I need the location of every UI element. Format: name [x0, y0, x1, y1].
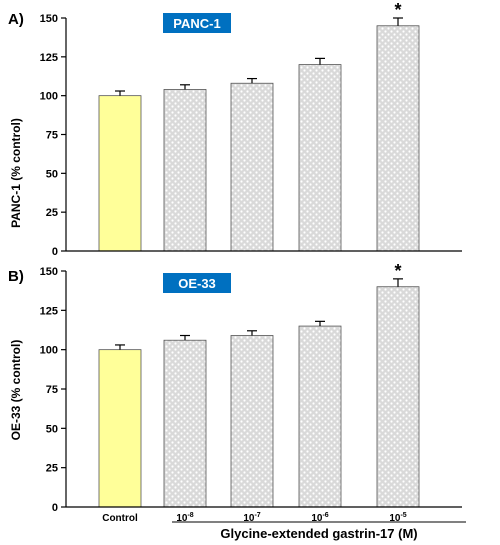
cell-line-badge: OE-33: [163, 273, 231, 293]
x-axis-label: Glycine-extended gastrin-17 (M): [220, 526, 417, 541]
panel-b: B) OE-33 OE-33 (% control) 0 25 50 75 100 125…: [8, 261, 466, 541]
y-tick-label: 125: [40, 305, 58, 317]
y-tick-label: 0: [52, 246, 58, 258]
cell-line-badge-bg: [163, 273, 231, 293]
y-tick-label: 125: [40, 52, 58, 64]
y-tick-label: 150: [40, 266, 58, 278]
panel-letter: B): [8, 268, 24, 285]
y-tick-label: 75: [46, 384, 58, 396]
y-tick-label: 75: [46, 130, 58, 142]
x-tick-label: Control: [102, 513, 138, 524]
panel-a: A) PANC-1 PANC-1 (% control) 0 25 50 75 100 1…: [8, 0, 462, 258]
bar-dose-1: [163, 339, 207, 508]
y-tick-label: 0: [52, 502, 58, 514]
bar-dose-4: [376, 25, 420, 252]
bar-dose-3: [298, 325, 342, 508]
bar-dose-2: [230, 335, 274, 508]
bar-dose-2: [230, 82, 274, 252]
cell-line-badge: PANC-1: [163, 13, 231, 33]
y-tick-label: 25: [46, 207, 58, 219]
y-axis-label: PANC-1 (% control): [9, 118, 23, 228]
y-axis: 0 25 50 75 100 125 150: [40, 13, 67, 258]
y-tick-label: 100: [40, 345, 58, 357]
y-axis-label: OE-33 (% control): [9, 340, 23, 441]
significance-marker: *: [394, 261, 401, 281]
y-tick-label: 100: [40, 91, 58, 103]
x-tick-label: 10-8: [176, 512, 193, 524]
cell-line-badge-bg: [163, 13, 231, 33]
x-tick-label: 10-6: [311, 512, 328, 524]
panel-letter: A): [8, 11, 24, 28]
bar-control: [98, 349, 142, 508]
y-tick-label: 25: [46, 463, 58, 475]
cell-line-badge-label: PANC-1: [173, 16, 220, 31]
bar-dose-4: [376, 286, 420, 508]
bars: *: [98, 0, 420, 252]
y-tick-label: 50: [46, 168, 58, 180]
y-tick-label: 150: [40, 13, 58, 25]
x-tick-label: 10-5: [389, 512, 406, 524]
significance-marker: *: [394, 0, 401, 20]
x-tick-label: 10-7: [243, 512, 260, 524]
y-tick-label: 50: [46, 423, 58, 435]
bar-control: [98, 95, 142, 252]
x-axis: Control 10-8 10-7 10-6 10-5: [66, 506, 462, 524]
y-axis: 0 25 50 75 100 125 150: [40, 266, 67, 514]
bar-dose-1: [163, 89, 207, 252]
cell-line-badge-label: OE-33: [178, 276, 216, 291]
bar-dose-3: [298, 64, 342, 252]
bars: *: [98, 261, 420, 508]
